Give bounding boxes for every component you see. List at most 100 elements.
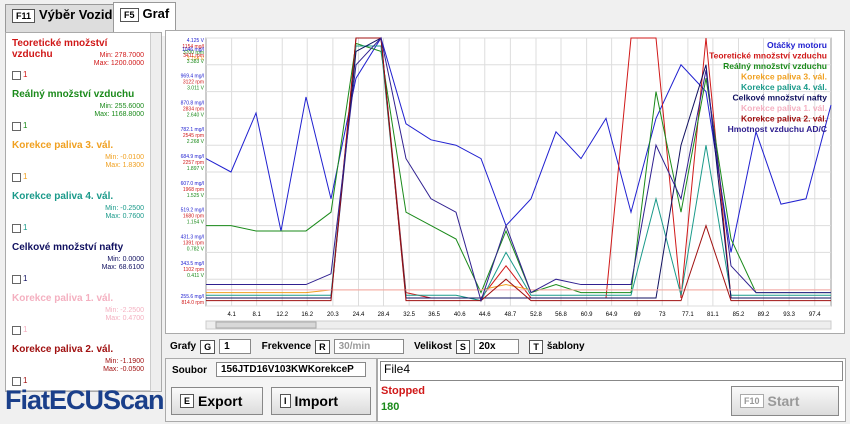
- x-tick-label: 89.2: [758, 312, 770, 318]
- check-label: 1: [23, 172, 28, 181]
- y-tick-label: 431.3 mg/l: [181, 234, 204, 240]
- legend-entry: Otáčky motoru: [767, 40, 827, 50]
- y-tick-label: 2257 rpm: [183, 160, 204, 166]
- x-tick-label: 69: [634, 312, 641, 318]
- item-min: Min: 278.7000: [99, 52, 144, 59]
- scroll-thumb[interactable]: [215, 321, 317, 329]
- item-min: Min: 0.0000: [107, 256, 144, 263]
- legend-entry: Reálný množství vzduchu: [723, 61, 827, 71]
- select[interactable]: 30/min: [333, 339, 404, 355]
- key: T: [529, 339, 543, 354]
- checkbox[interactable]: [12, 71, 21, 80]
- y-tick-label: 782.1 mg/l: [181, 127, 204, 133]
- x-tick-label: 12.2: [276, 312, 288, 318]
- checkbox[interactable]: [12, 377, 21, 386]
- tab-key: F11: [12, 8, 36, 23]
- item-max: Max: 0.7600: [105, 213, 144, 220]
- x-tick-label: 48.7: [505, 312, 517, 318]
- y-tick-label: 1102 rpm: [183, 267, 204, 273]
- legend-entry: Korekce paliva 4. vál.: [741, 82, 827, 92]
- y-tick-label: 2545 rpm: [183, 133, 204, 139]
- y-tick-label: 0.782 V: [187, 246, 205, 252]
- legend-entry: Teoretické množství vzduchu: [709, 51, 827, 61]
- checkbox[interactable]: [12, 326, 21, 335]
- label: Start: [767, 393, 800, 409]
- y-tick-label: 3411 rpm: [183, 53, 204, 59]
- label: Soubor: [172, 365, 207, 376]
- x-tick-label: 52.8: [530, 312, 542, 318]
- y-tick-label: 4.125 V: [187, 38, 205, 44]
- scrollbar[interactable]: [150, 33, 161, 391]
- select[interactable]: 156JTD16V103KWKorekceP: [216, 362, 366, 377]
- x-tick-label: 16.2: [301, 312, 313, 318]
- series-line: [206, 42, 831, 294]
- x-tick-label: 56.8: [555, 312, 567, 318]
- y-tick-label: 2.268 V: [187, 139, 205, 145]
- checkbox[interactable]: [12, 224, 21, 233]
- label: Frekvence: [261, 341, 312, 353]
- key: R: [315, 339, 330, 354]
- sidebar-item: Korekce paliva 2. vál. Min: -1.1900 Max: -…: [6, 339, 150, 391]
- x-tick-label: 36.5: [428, 312, 440, 318]
- y-tick-label: 1391 rpm: [183, 240, 204, 246]
- item-min: Min: -2.2500: [105, 307, 144, 314]
- legend-entry: Celkové množství nafty: [733, 93, 828, 103]
- checkbox[interactable]: [12, 122, 21, 131]
- y-tick-label: 3.011 V: [187, 86, 205, 92]
- y-tick-label: 1.154 V: [187, 220, 205, 226]
- x-tick-label: 8.1: [252, 312, 261, 318]
- series-line: [205, 36, 832, 253]
- item-max: Max: 1.8300: [105, 162, 144, 169]
- series-line: [206, 37, 831, 302]
- import-button[interactable]: I Import: [271, 387, 371, 415]
- y-tick-label: 2834 rpm: [183, 106, 204, 112]
- x-tick-label: 97.4: [809, 312, 821, 318]
- y-tick-label: 1154 mg/l: [182, 44, 204, 50]
- y-tick-label: 1968 rpm: [183, 187, 204, 193]
- key: I: [280, 394, 291, 408]
- tab[interactable]: F11 Výběr Vozidla: [5, 4, 131, 33]
- key: G: [200, 339, 216, 354]
- start-button[interactable]: F10 Start: [731, 386, 839, 416]
- checkbox[interactable]: [12, 275, 21, 284]
- x-tick-label: 77.1: [682, 312, 694, 318]
- tab-label: Graf: [142, 6, 170, 21]
- item-max: Max: 68.6100: [101, 264, 144, 271]
- x-tick-label: 24.4: [353, 312, 365, 318]
- item-name: Korekce paliva 3. vál.: [12, 140, 114, 151]
- check-label: 1: [23, 223, 28, 232]
- label: Velikost: [414, 341, 452, 353]
- check-label: 1: [23, 274, 28, 283]
- select[interactable]: 1: [219, 339, 252, 355]
- item-max: Max: 1200.0000: [93, 60, 144, 67]
- key: S: [455, 339, 470, 354]
- sidebar-item: Teoretické množství vzduchu Min: 278.7000…: [6, 33, 150, 85]
- check-label: 1: [23, 376, 28, 385]
- series-line: [206, 45, 831, 302]
- file-name[interactable]: File4: [380, 361, 843, 381]
- select[interactable]: 20x: [473, 339, 519, 355]
- legend-entry: Hmotnost vzduchu AD/C: [728, 124, 827, 134]
- state: Stopped: [381, 385, 425, 397]
- series-line: [206, 37, 831, 299]
- series-line: [206, 36, 831, 303]
- item-max: Max: -0.0500: [103, 366, 144, 373]
- item-name: Korekce paliva 2. vál.: [12, 344, 114, 355]
- export-button[interactable]: E Export: [171, 387, 263, 415]
- y-tick-label: 607.0 mg/l: [181, 181, 204, 187]
- sidebar-item: Reálný množství vzduchu Min: 255.6000 Max:…: [6, 84, 150, 136]
- item-max: Max: 1168.8000: [94, 111, 144, 118]
- item-min: Min: -0.2500: [105, 205, 144, 212]
- x-tick-label: 28.4: [378, 312, 390, 318]
- y-tick-label: 3700 rpm: [183, 50, 204, 56]
- tab[interactable]: F5 Graf: [113, 2, 177, 36]
- check-label: 1: [23, 70, 28, 79]
- checkbox[interactable]: [12, 173, 21, 182]
- x-tick-label: 60.9: [581, 312, 593, 318]
- x-tick-label: 81.1: [707, 312, 719, 318]
- scrollbar[interactable]: [205, 320, 832, 330]
- y-tick-label: 3122 rpm: [183, 80, 204, 86]
